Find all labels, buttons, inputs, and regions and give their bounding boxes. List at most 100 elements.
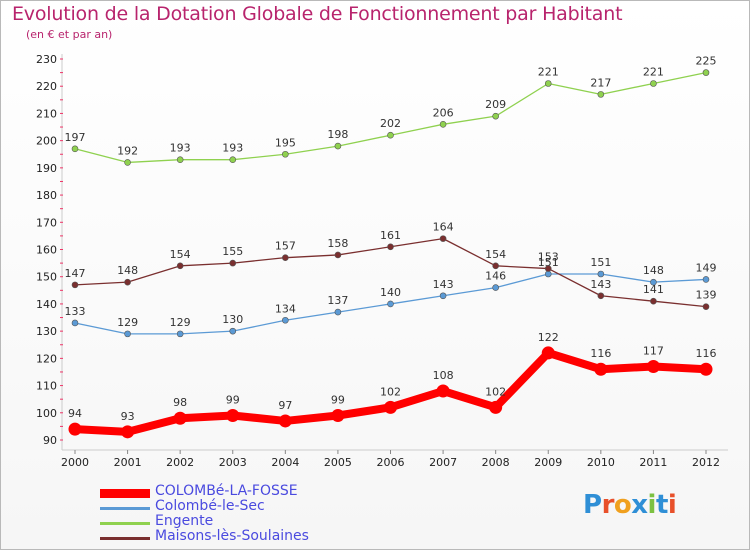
data-point [71,319,79,327]
data-point [650,297,657,305]
y-tick-label: 130 [36,325,57,338]
data-point [71,281,79,289]
y-tick-label: 90 [43,434,57,447]
data-point [646,360,660,374]
data-label: 140 [380,286,401,299]
data-point [594,362,608,376]
logo-letter: i [647,490,657,520]
data-label: 122 [538,331,559,344]
data-label: 151 [538,256,559,269]
data-point [229,156,237,163]
data-label: 149 [696,261,717,274]
data-point [387,243,394,251]
data-point [436,384,450,398]
x-tick-label: 2000 [61,456,89,469]
data-label: 129 [117,316,138,329]
data-label: 102 [380,385,401,398]
data-label: 93 [121,410,135,423]
legend-swatch [100,489,150,498]
data-label: 192 [117,144,138,157]
data-point [650,80,657,87]
legend-swatch [100,522,150,525]
data-label: 116 [590,347,611,360]
data-point [544,80,552,87]
y-tick-label: 100 [36,407,57,420]
data-label: 146 [485,270,506,283]
data-point [331,409,345,423]
data-point [176,156,184,163]
logo-letter: r [601,490,615,520]
data-point [68,422,82,436]
logo-letter: x [631,490,648,520]
y-tick-label: 180 [36,189,57,202]
y-tick-label: 220 [36,80,57,93]
data-point [702,303,710,310]
y-tick-label: 200 [36,135,57,148]
legend-label: Colombé-le-Sec [155,498,265,514]
data-point [597,292,605,300]
data-point [492,284,499,291]
data-label: 151 [590,256,611,269]
data-point [439,292,447,300]
data-label: 98 [173,396,187,409]
data-label: 130 [222,313,243,326]
data-label: 143 [590,278,611,291]
data-point [597,91,605,98]
data-point [439,235,447,242]
data-point [176,262,184,270]
data-point [124,330,131,338]
data-point [229,259,237,267]
x-tick-label: 2004 [271,456,299,469]
data-label: 217 [590,76,611,89]
data-label: 129 [170,316,191,329]
data-point [71,145,79,153]
data-label: 202 [380,117,401,130]
y-tick-label: 120 [36,352,57,365]
data-label: 154 [170,248,191,261]
y-tick-label: 110 [36,380,57,393]
data-point [544,265,552,272]
data-label: 141 [643,283,664,296]
data-point [278,414,292,428]
data-point [702,69,710,76]
x-tick-label: 2005 [324,456,352,469]
data-point [229,327,237,335]
data-point [282,254,289,261]
data-label: 221 [538,65,559,78]
data-label: 108 [433,369,454,382]
data-label: 193 [222,142,243,155]
data-point [334,251,342,259]
y-tick-label: 140 [36,298,57,311]
data-label: 161 [380,229,401,242]
proxiti-logo: Proxiti [583,490,677,520]
data-label: 148 [117,264,138,277]
data-label: 94 [68,407,82,420]
data-point [282,316,289,324]
legend-label: Engente [155,513,214,529]
logo-letter: i [667,490,677,520]
data-label: 116 [696,347,717,360]
data-point [699,362,713,376]
y-tick-label: 150 [36,271,57,284]
y-tick-label: 170 [36,216,57,229]
data-point [650,278,657,286]
data-point [124,278,131,286]
data-label: 157 [275,240,296,253]
x-tick-label: 2010 [587,456,615,469]
data-label: 137 [327,294,348,307]
x-tick-label: 2009 [534,456,562,469]
data-point [176,330,184,338]
data-point [384,400,397,414]
y-tick-label: 160 [36,244,57,257]
data-label: 197 [65,131,86,144]
data-label: 155 [222,245,243,258]
chart-title: Evolution de la Dotation Globale de Fonc… [12,3,623,25]
data-point [492,262,499,270]
data-point [387,131,394,139]
chart-subtitle: (en € et par an) [26,28,113,41]
data-label: 206 [433,106,454,119]
data-point [334,308,342,316]
data-label: 99 [331,394,345,407]
